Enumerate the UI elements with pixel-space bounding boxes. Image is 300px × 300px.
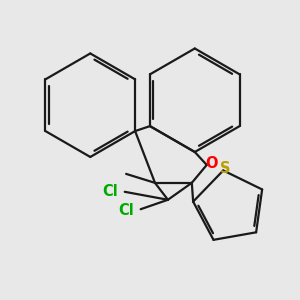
Text: Cl: Cl: [118, 203, 134, 218]
Text: S: S: [220, 161, 231, 176]
Text: O: O: [205, 156, 217, 171]
Text: Cl: Cl: [102, 184, 118, 199]
